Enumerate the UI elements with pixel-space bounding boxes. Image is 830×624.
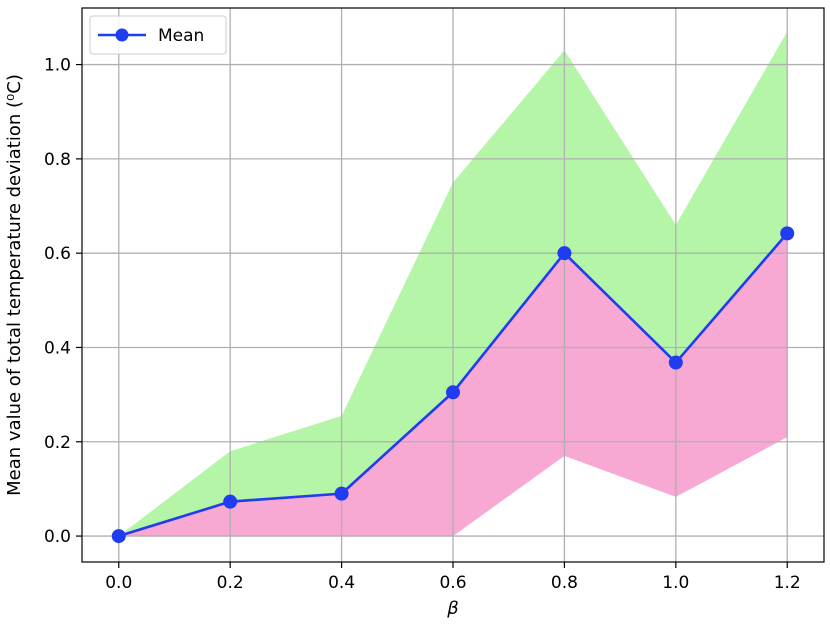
y-tick-label: 0.6 <box>44 244 71 264</box>
x-tick-label: 0.6 <box>439 573 466 593</box>
y-tick-label: 0.2 <box>44 433 71 453</box>
legend-entry-mean: Mean <box>158 26 204 46</box>
y-tick-label: 1.0 <box>44 56 71 76</box>
mean-point <box>334 486 349 501</box>
x-tick-label: 0.8 <box>551 573 578 593</box>
y-axis-label: Mean value of total temperature deviatio… <box>4 74 25 496</box>
legend-marker-swatch <box>115 28 129 42</box>
y-tick-label: 0.4 <box>44 338 71 358</box>
mean-point <box>111 529 126 544</box>
y-tick-label: 0.0 <box>44 527 71 547</box>
x-tick-label: 0.0 <box>105 573 132 593</box>
y-tick-label: 0.8 <box>44 150 71 170</box>
legend-box <box>89 15 227 55</box>
axis-ticks: 0.0 0.2 0.4 0.6 0.8 1.0 1.2 0.0 0.2 0.4 0.6 0.8 1.0 <box>44 56 801 593</box>
mean-point <box>223 494 238 509</box>
mean-point <box>668 355 683 370</box>
x-tick-label: 0.4 <box>328 573 355 593</box>
mean-point <box>557 246 572 261</box>
mean-point <box>446 385 460 400</box>
mean-point <box>780 226 795 241</box>
x-tick-label: 1.0 <box>662 573 689 593</box>
x-axis-label: β <box>446 598 459 619</box>
x-tick-label: 1.2 <box>774 573 801 593</box>
legend: Mean <box>89 15 227 55</box>
grid-lines <box>82 8 824 562</box>
mean-series <box>111 226 795 544</box>
x-tick-label: 0.2 <box>217 573 244 593</box>
